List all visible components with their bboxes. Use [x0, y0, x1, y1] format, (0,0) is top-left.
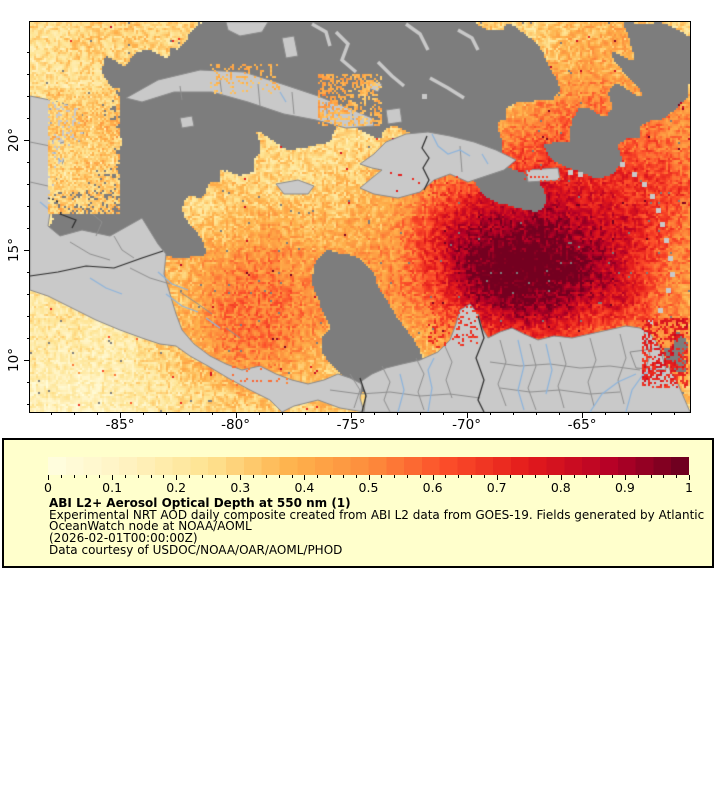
colorbar-major-tick [432, 475, 434, 480]
colorbar-minor-tick [637, 475, 639, 478]
colorbar-tick-label: 0.5 [358, 480, 379, 495]
colorbar-tick-label: 0.8 [550, 480, 571, 495]
colorbar-minor-tick [265, 475, 267, 478]
colorbar-minor-tick [86, 475, 88, 478]
legend-title: ABI L2+ Aerosol Optical Depth at 550 nm … [49, 496, 351, 510]
x-axis-major-tick [120, 412, 122, 418]
legend-credit: Data courtesy of USDOC/NOAA/OAR/AOML/PHO… [49, 542, 343, 557]
legend-timestamp: (2026-02-01T00:00:00Z) [49, 531, 198, 546]
x-axis-tick-label: -65° [567, 417, 597, 433]
colorbar-minor-tick [189, 475, 191, 478]
colorbar-minor-tick [214, 475, 216, 478]
colorbar-minor-tick [599, 475, 601, 478]
colorbar-minor-tick [317, 475, 319, 478]
colorbar-minor-tick [535, 475, 537, 478]
colorbar-major-tick [240, 475, 242, 480]
colorbar-minor-tick [522, 475, 524, 478]
colorbar-tick-label: 0.4 [294, 480, 315, 495]
colorbar-tick-label: 0.7 [486, 480, 507, 495]
colorbar-minor-tick [586, 475, 588, 478]
y-axis-tick-label: 10° [6, 347, 22, 372]
colorbar-minor-tick [381, 475, 383, 478]
colorbar-gradient [48, 457, 689, 475]
aod-map-raster [29, 21, 690, 412]
colorbar-minor-tick [547, 475, 549, 478]
x-axis-major-tick [351, 412, 353, 418]
colorbar-minor-tick [60, 475, 62, 478]
colorbar-minor-tick [163, 475, 165, 478]
colorbar-major-tick [689, 475, 690, 480]
colorbar-minor-tick [124, 475, 126, 478]
colorbar-minor-tick [330, 475, 332, 478]
y-axis-tick-label: 20° [6, 127, 22, 152]
legend-text-block: ABI L2+ Aerosol Optical Depth at 550 nm … [49, 496, 705, 557]
x-axis-major-tick [466, 412, 468, 418]
x-axis-tick-label: -75° [336, 417, 366, 433]
colorbar-minor-tick [650, 475, 652, 478]
colorbar-tick-label: 0.3 [230, 480, 251, 495]
colorbar-minor-tick [676, 475, 678, 478]
colorbar-tick-label: 0.1 [102, 480, 123, 495]
colorbar-minor-tick [471, 475, 473, 478]
colorbar-major-tick [496, 475, 498, 480]
colorbar-minor-tick [509, 475, 511, 478]
x-axis-major-tick [582, 412, 584, 418]
colorbar-major-tick [624, 475, 626, 480]
colorbar-minor-tick [342, 475, 344, 478]
legend-description-line-1: Experimental NRT AOD daily composite cre… [49, 507, 705, 522]
colorbar-tick-label: 1 [685, 480, 693, 495]
colorbar-minor-tick [201, 475, 203, 478]
colorbar-minor-tick [419, 475, 421, 478]
colorbar-minor-tick [406, 475, 408, 478]
colorbar-major-tick [112, 475, 114, 480]
x-axis-tick-label: -85° [105, 417, 135, 433]
colorbar-minor-tick [99, 475, 101, 478]
colorbar-major-tick [368, 475, 370, 480]
colorbar-major-tick [176, 475, 178, 480]
x-axis-tick-label: -80° [221, 417, 250, 433]
colorbar-minor-tick [137, 475, 139, 478]
colorbar-minor-tick [150, 475, 152, 478]
colorbar-major-tick [48, 475, 49, 480]
colorbar-minor-tick [73, 475, 75, 478]
colorbar-minor-tick [458, 475, 460, 478]
colorbar-minor-tick [291, 475, 293, 478]
colorbar-minor-tick [612, 475, 614, 478]
colorbar-minor-tick [394, 475, 396, 478]
colorbar-tick-label: 0 [44, 480, 52, 495]
colorbar-tick-label: 0.2 [166, 480, 187, 495]
map-plot [28, 20, 691, 413]
colorbar-major-tick [560, 475, 562, 480]
colorbar-minor-tick [483, 475, 485, 478]
colorbar-minor-tick [663, 475, 665, 478]
legend-panel: 0 0.1 0.2 0.3 0.4 0.5 0.6 0.7 0.8 0.9 1 ABI L2+ Ae… [2, 438, 714, 568]
colorbar-tick-label: 0.9 [614, 480, 635, 495]
x-axis-tick-label: -70° [452, 417, 481, 433]
y-axis-tick-label: 15° [6, 237, 22, 262]
colorbar-minor-tick [278, 475, 280, 478]
colorbar-minor-tick [445, 475, 447, 478]
colorbar-minor-tick [573, 475, 575, 478]
colorbar-tick-label: 0.6 [422, 480, 443, 495]
colorbar-minor-tick [227, 475, 229, 478]
colorbar-major-tick [304, 475, 306, 480]
colorbar-minor-tick [253, 475, 255, 478]
legend-description-line-2: OceanWatch node at NOAA/AOML [49, 519, 252, 534]
x-axis-major-tick [235, 412, 237, 418]
colorbar-minor-tick [355, 475, 357, 478]
